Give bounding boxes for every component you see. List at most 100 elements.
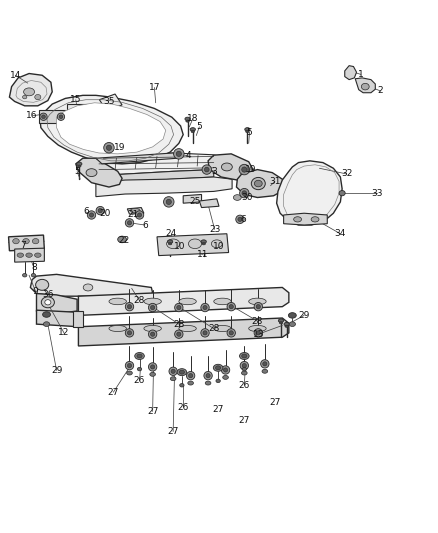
Ellipse shape (109, 298, 127, 305)
Ellipse shape (138, 367, 142, 371)
Ellipse shape (125, 361, 134, 370)
Ellipse shape (31, 273, 35, 277)
Text: 6: 6 (240, 215, 246, 224)
Text: 6: 6 (142, 221, 148, 230)
Text: 28: 28 (134, 296, 145, 305)
Ellipse shape (35, 279, 49, 290)
Ellipse shape (104, 142, 114, 153)
Ellipse shape (42, 312, 50, 317)
Ellipse shape (23, 239, 29, 244)
Text: 10: 10 (174, 243, 185, 252)
Ellipse shape (176, 151, 181, 157)
Text: 19: 19 (114, 143, 125, 152)
Polygon shape (97, 169, 214, 183)
Ellipse shape (179, 326, 196, 332)
Ellipse shape (249, 298, 266, 305)
Polygon shape (96, 177, 232, 197)
Ellipse shape (127, 364, 131, 368)
Ellipse shape (59, 115, 63, 118)
Ellipse shape (131, 208, 140, 213)
Ellipse shape (98, 208, 102, 213)
Ellipse shape (215, 366, 221, 370)
Text: 3: 3 (212, 167, 218, 176)
Ellipse shape (229, 331, 233, 335)
Ellipse shape (202, 243, 205, 245)
Text: 29: 29 (51, 366, 62, 375)
Ellipse shape (201, 240, 206, 244)
Ellipse shape (233, 195, 241, 200)
Ellipse shape (148, 303, 157, 312)
Ellipse shape (239, 164, 250, 175)
Text: 27: 27 (212, 405, 224, 414)
Text: 23: 23 (209, 225, 220, 234)
Text: 11: 11 (197, 250, 208, 259)
Ellipse shape (180, 384, 184, 387)
Polygon shape (30, 274, 152, 296)
Ellipse shape (285, 325, 288, 327)
Text: 28: 28 (173, 320, 184, 329)
Polygon shape (9, 235, 44, 251)
Text: 13: 13 (253, 330, 264, 338)
Ellipse shape (179, 370, 184, 374)
Ellipse shape (24, 88, 35, 96)
Text: 18: 18 (187, 115, 198, 124)
Polygon shape (277, 161, 342, 225)
Ellipse shape (163, 197, 174, 207)
Text: 15: 15 (70, 95, 81, 104)
Ellipse shape (175, 303, 183, 312)
Ellipse shape (96, 206, 104, 215)
Polygon shape (157, 234, 229, 256)
Text: 27: 27 (239, 416, 250, 425)
Ellipse shape (78, 165, 81, 167)
Ellipse shape (127, 221, 131, 225)
Ellipse shape (202, 165, 212, 174)
Ellipse shape (216, 379, 220, 383)
Ellipse shape (289, 322, 296, 327)
Ellipse shape (170, 377, 176, 381)
Ellipse shape (262, 369, 268, 373)
Ellipse shape (173, 149, 184, 159)
Ellipse shape (361, 83, 369, 90)
Ellipse shape (214, 298, 231, 305)
Ellipse shape (188, 374, 193, 378)
Ellipse shape (83, 284, 93, 291)
Text: 4: 4 (186, 151, 191, 160)
Ellipse shape (251, 177, 265, 190)
Ellipse shape (144, 326, 161, 332)
Ellipse shape (201, 329, 209, 337)
Ellipse shape (188, 239, 201, 248)
Ellipse shape (311, 217, 319, 222)
Ellipse shape (57, 113, 65, 120)
Text: 5: 5 (197, 122, 202, 131)
Ellipse shape (236, 215, 244, 223)
Text: 2: 2 (378, 86, 383, 95)
Text: 28: 28 (252, 317, 263, 326)
Ellipse shape (279, 319, 284, 322)
Text: 7: 7 (21, 241, 26, 250)
Polygon shape (76, 158, 122, 187)
Text: 30: 30 (242, 193, 253, 202)
Ellipse shape (127, 304, 131, 309)
Ellipse shape (227, 329, 235, 337)
Text: 20: 20 (100, 209, 111, 218)
Ellipse shape (17, 253, 24, 257)
Ellipse shape (229, 304, 233, 309)
Ellipse shape (148, 363, 157, 371)
Ellipse shape (238, 217, 242, 221)
Polygon shape (39, 110, 65, 123)
Ellipse shape (240, 189, 249, 198)
Text: 27: 27 (147, 407, 158, 416)
Text: 10: 10 (213, 243, 225, 252)
Ellipse shape (26, 253, 32, 257)
Text: 26: 26 (239, 381, 250, 390)
Ellipse shape (212, 240, 222, 248)
Polygon shape (96, 153, 177, 164)
Text: 26: 26 (177, 402, 189, 411)
Ellipse shape (279, 322, 283, 324)
Polygon shape (199, 199, 219, 207)
Text: 21: 21 (127, 211, 138, 220)
Ellipse shape (284, 322, 289, 326)
Ellipse shape (144, 298, 161, 305)
Ellipse shape (137, 354, 142, 358)
Ellipse shape (254, 302, 262, 311)
